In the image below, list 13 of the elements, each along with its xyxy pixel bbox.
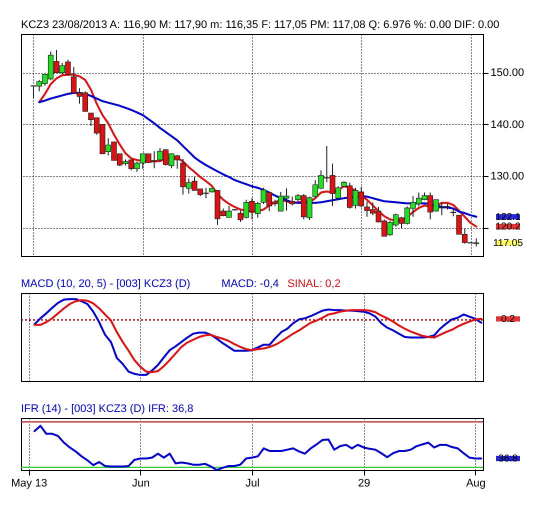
x-tick-label: Aug xyxy=(466,478,486,490)
chart-title: IFR (14) - [003] KCZ3 (D) IFR: 36,8 xyxy=(21,403,194,415)
series-label: SINAL: 0,2 xyxy=(287,278,341,290)
y-tick-label: 130.00 xyxy=(490,170,524,182)
x-tick-label: Jun xyxy=(132,478,150,490)
x-tick-label: May 13 xyxy=(11,478,48,490)
chart-title: KCZ3 23/08/2013 A: 116,90 M: 117,90 m: 116,35 F: 117,05 PM: 117,08 Q: 6.976 %: 0.00 DIF: 0.00 xyxy=(21,19,500,31)
x-tick-label: 29 xyxy=(358,478,370,490)
text: MACD: -0,4 xyxy=(221,278,279,290)
y-tick-label: 150.00 xyxy=(490,67,524,80)
chart-title: MACD (10, 20, 5) - [003] KCZ3 (D) xyxy=(21,278,190,290)
y-tick-label: 140.00 xyxy=(490,118,524,131)
x-tick-label: Jul xyxy=(245,478,260,490)
